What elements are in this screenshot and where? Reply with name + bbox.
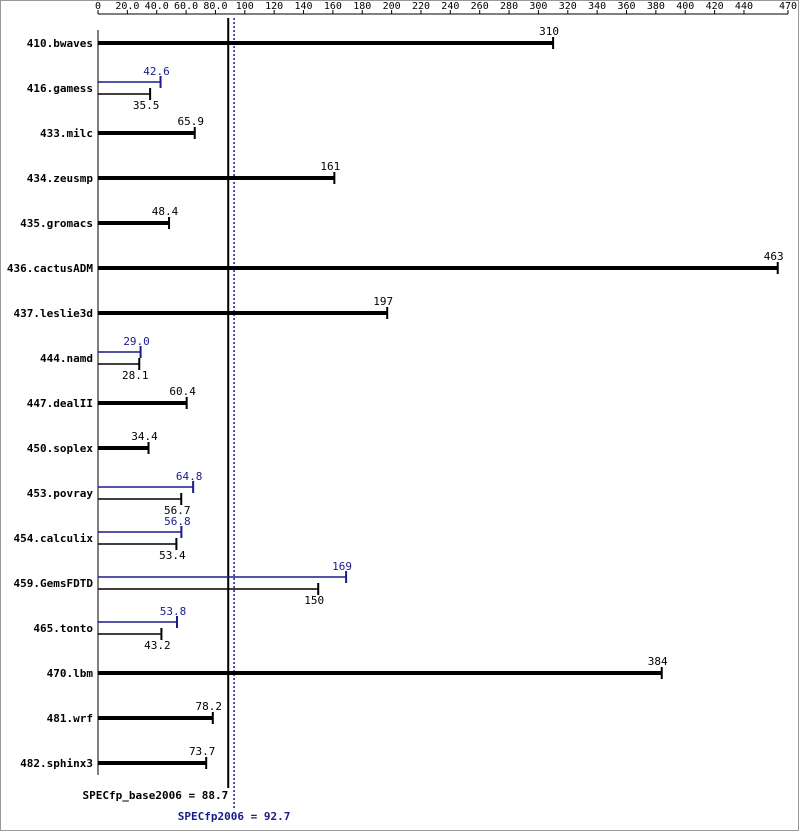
category-label: 454.calculix [14,532,94,545]
x-tick-label: 470 [779,1,797,12]
x-tick-label: 80.0 [203,1,227,12]
x-tick-label: 100 [236,1,254,12]
reference-label: SPECfp_base2006 = 88.7 [83,789,229,802]
x-tick-label: 140 [295,1,313,12]
x-tick-label: 400 [676,1,694,12]
x-tick-label: 260 [471,1,489,12]
x-tick-label: 160 [324,1,342,12]
value-label: 28.1 [122,369,149,382]
value-label: 60.4 [169,385,196,398]
x-tick-label: 0 [95,1,101,12]
x-tick-label: 440 [735,1,753,12]
category-label: 447.dealII [27,397,93,410]
value-label: 56.7 [164,504,191,517]
category-label: 410.bwaves [27,37,93,50]
category-label: 444.namd [40,352,93,365]
category-label: 465.tonto [33,622,93,635]
category-label: 470.lbm [47,667,94,680]
x-tick-label: 320 [559,1,577,12]
category-label: 459.GemsFDTD [14,577,94,590]
value-label: 53.8 [160,605,187,618]
x-tick-label: 380 [647,1,665,12]
value-label: 42.6 [143,65,170,78]
value-label: 56.8 [164,515,191,528]
x-tick-label: 360 [617,1,635,12]
category-label: 416.gamess [27,82,93,95]
value-label: 384 [648,655,668,668]
value-label: 43.2 [144,639,171,652]
x-tick-label: 40.0 [145,1,169,12]
category-label: 436.cactusADM [7,262,93,275]
x-tick-label: 300 [529,1,547,12]
value-label: 463 [764,250,784,263]
x-tick-label: 180 [353,1,371,12]
value-label: 53.4 [159,549,186,562]
reference-label: SPECfp2006 = 92.7 [178,810,291,823]
category-label: 437.leslie3d [14,307,93,320]
category-label: 435.gromacs [20,217,93,230]
x-tick-label: 220 [412,1,430,12]
value-label: 65.9 [177,115,204,128]
value-label: 48.4 [152,205,179,218]
x-tick-label: 340 [588,1,606,12]
category-label: 481.wrf [47,712,93,725]
value-label: 169 [332,560,352,573]
value-label: 310 [539,25,559,38]
value-label: 197 [373,295,393,308]
x-tick-label: 20.0 [115,1,139,12]
category-label: 450.soplex [27,442,94,455]
value-label: 64.8 [176,470,203,483]
value-label: 78.2 [196,700,223,713]
value-label: 29.0 [123,335,150,348]
x-tick-label: 240 [441,1,459,12]
value-label: 161 [320,160,340,173]
x-tick-label: 120 [265,1,283,12]
x-tick-label: 200 [383,1,401,12]
x-tick-label: 420 [706,1,724,12]
value-label: 35.5 [133,99,160,112]
x-tick-label: 280 [500,1,518,12]
category-label: 482.sphinx3 [20,757,93,770]
value-label: 150 [304,594,324,607]
x-tick-label: 60.0 [174,1,198,12]
category-label: 453.povray [27,487,94,500]
value-label: 73.7 [189,745,216,758]
value-label: 34.4 [131,430,158,443]
category-label: 434.zeusmp [27,172,94,185]
category-label: 433.milc [40,127,93,140]
